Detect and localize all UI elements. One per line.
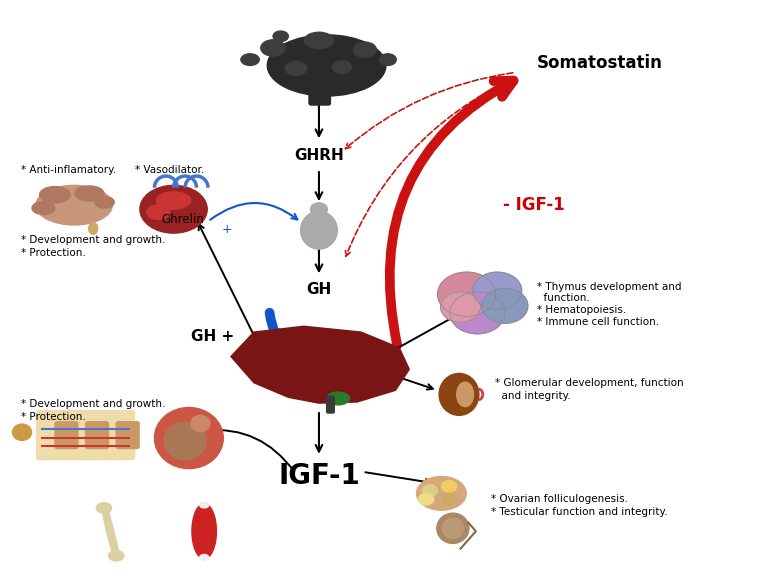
Ellipse shape [200, 555, 209, 560]
Polygon shape [231, 326, 409, 403]
Text: and integrity.: and integrity. [495, 391, 571, 401]
Text: function.: function. [537, 293, 590, 303]
Text: * Glomerular development, function: * Glomerular development, function [495, 378, 684, 388]
Ellipse shape [192, 504, 217, 559]
Ellipse shape [241, 54, 260, 66]
FancyBboxPatch shape [116, 422, 139, 449]
Text: * Protection.: * Protection. [21, 248, 85, 258]
Ellipse shape [140, 185, 207, 233]
Ellipse shape [267, 35, 386, 96]
Text: GHRH: GHRH [294, 148, 344, 163]
Ellipse shape [108, 550, 124, 561]
FancyBboxPatch shape [326, 396, 334, 413]
Text: * Immune cell function.: * Immune cell function. [537, 316, 659, 326]
Ellipse shape [190, 415, 210, 432]
FancyBboxPatch shape [309, 75, 330, 105]
Ellipse shape [200, 502, 209, 508]
Text: * Vasodilator.: * Vasodilator. [135, 165, 204, 175]
Polygon shape [101, 505, 120, 560]
Circle shape [438, 272, 495, 316]
Ellipse shape [285, 61, 306, 75]
Ellipse shape [154, 408, 223, 469]
Ellipse shape [300, 211, 337, 249]
Ellipse shape [416, 476, 466, 510]
Text: Ghrelin: Ghrelin [161, 212, 204, 226]
Text: - IGF-1: - IGF-1 [502, 196, 564, 214]
Text: IGF-1: IGF-1 [278, 462, 360, 490]
Ellipse shape [457, 382, 474, 407]
Text: GH +: GH + [191, 329, 234, 343]
Ellipse shape [164, 422, 206, 460]
Ellipse shape [74, 186, 104, 201]
Ellipse shape [437, 513, 469, 543]
Text: Somatostatin: Somatostatin [537, 53, 663, 71]
Text: GH: GH [306, 282, 332, 297]
Text: * Hematopoiesis.: * Hematopoiesis. [537, 305, 626, 315]
Ellipse shape [88, 223, 98, 234]
Ellipse shape [379, 54, 396, 66]
Circle shape [422, 484, 438, 496]
Ellipse shape [273, 31, 288, 42]
Circle shape [419, 493, 434, 505]
Text: * Ovarian folliculogenesis.: * Ovarian folliculogenesis. [491, 494, 628, 504]
Ellipse shape [261, 40, 285, 56]
Text: * Development and growth.: * Development and growth. [21, 235, 165, 245]
Ellipse shape [32, 202, 55, 215]
Text: * Development and growth.: * Development and growth. [21, 400, 165, 409]
Ellipse shape [96, 503, 111, 513]
Ellipse shape [333, 61, 352, 74]
Text: * Testicular function and integrity.: * Testicular function and integrity. [491, 507, 667, 517]
Circle shape [482, 288, 528, 324]
Ellipse shape [326, 392, 349, 405]
Ellipse shape [40, 187, 70, 203]
Ellipse shape [95, 197, 114, 208]
Circle shape [473, 272, 521, 309]
Ellipse shape [439, 373, 479, 415]
Circle shape [442, 480, 457, 492]
Text: * Protection.: * Protection. [21, 412, 85, 422]
Circle shape [450, 292, 505, 334]
FancyBboxPatch shape [85, 422, 108, 449]
Ellipse shape [310, 203, 327, 216]
Ellipse shape [36, 185, 112, 225]
Circle shape [441, 292, 481, 322]
Ellipse shape [353, 42, 376, 57]
Ellipse shape [304, 32, 333, 49]
Text: +: + [222, 223, 233, 236]
Ellipse shape [147, 205, 170, 219]
FancyBboxPatch shape [55, 422, 78, 449]
Ellipse shape [157, 192, 190, 209]
Ellipse shape [442, 518, 464, 538]
Circle shape [442, 493, 457, 505]
FancyBboxPatch shape [37, 411, 134, 460]
Text: * Anti-inflamatory.: * Anti-inflamatory. [21, 165, 116, 175]
Ellipse shape [12, 424, 31, 441]
Text: * Thymus development and: * Thymus development and [537, 282, 681, 292]
